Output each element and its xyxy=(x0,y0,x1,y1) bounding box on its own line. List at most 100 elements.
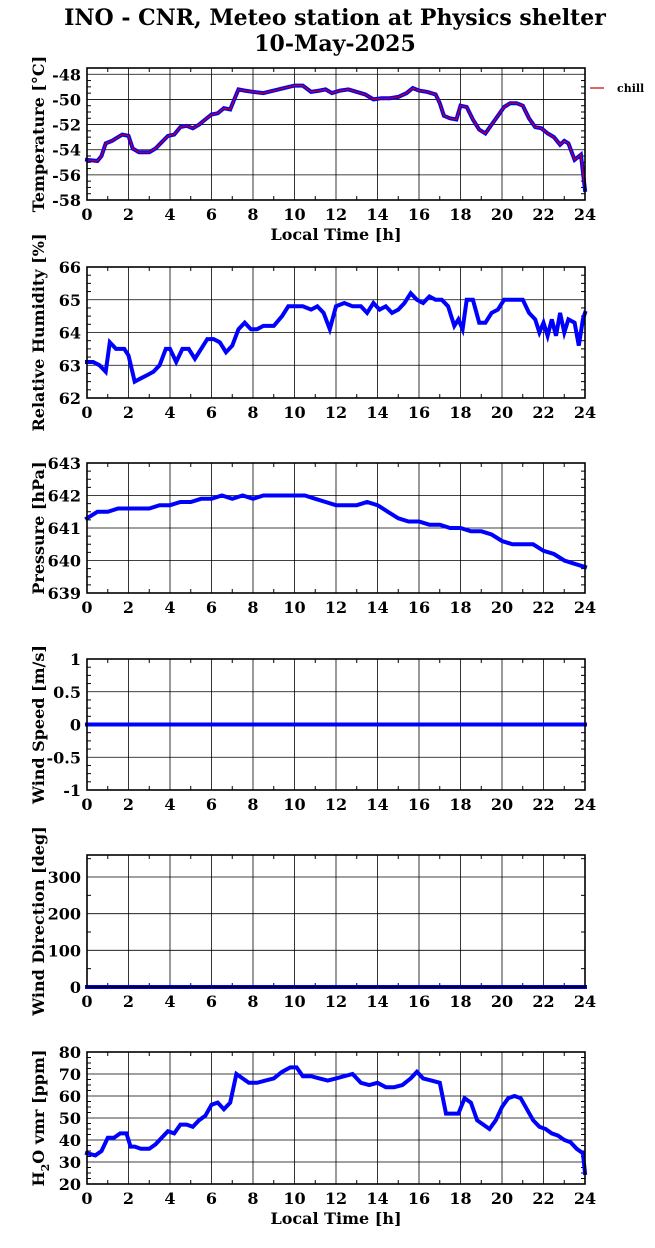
y-tick-label: 50 xyxy=(59,1109,81,1128)
x-tick-label: 22 xyxy=(532,403,554,422)
y-tick-label: 70 xyxy=(59,1065,81,1084)
x-tick-label: 0 xyxy=(81,795,92,814)
y-axis-label: Wind Direction [deg] xyxy=(29,826,48,1017)
chart-subtitle-date: 10-May-2025 xyxy=(254,31,416,57)
x-tick-label: 18 xyxy=(449,1189,471,1208)
x-tick-label: 6 xyxy=(206,205,217,224)
x-tick-label: 8 xyxy=(247,598,258,617)
y-tick-label: -58 xyxy=(52,191,81,210)
x-tick-label: 10 xyxy=(283,403,305,422)
panel-2 xyxy=(85,266,588,399)
x-tick-label: 6 xyxy=(206,598,217,617)
plot-frame xyxy=(86,462,586,594)
chart-title: INO - CNR, Meteo station at Physics shel… xyxy=(64,5,606,31)
y-axis-label: H2O vmr [ppm] xyxy=(29,1050,52,1187)
x-tick-label: 18 xyxy=(449,795,471,814)
y-tick-label: 66 xyxy=(59,258,81,277)
x-tick-label: 8 xyxy=(247,795,258,814)
y-tick-label: -56 xyxy=(52,166,81,185)
x-tick-label: 2 xyxy=(123,598,134,617)
x-tick-label: 4 xyxy=(164,992,175,1011)
x-tick-label: 6 xyxy=(206,992,217,1011)
x-tick-label: 6 xyxy=(206,1189,217,1208)
x-tick-label: 0 xyxy=(81,205,92,224)
x-tick-label: 22 xyxy=(532,598,554,617)
x-tick-label: 14 xyxy=(366,403,388,422)
x-tick-label: 8 xyxy=(247,1189,258,1208)
y-tick-label: 100 xyxy=(48,941,81,960)
x-tick-label: 10 xyxy=(283,795,305,814)
x-tick-label: 12 xyxy=(325,1189,347,1208)
series-line xyxy=(84,1065,588,1176)
y-tick-label: -0.5 xyxy=(47,748,81,767)
x-tick-label: 12 xyxy=(325,598,347,617)
y-axis-label: Wind Speed [m/s] xyxy=(29,645,48,805)
x-tick-label: 22 xyxy=(532,1189,554,1208)
series-line-chill xyxy=(86,85,586,191)
x-tick-label: 16 xyxy=(408,1189,430,1208)
x-tick-label: 22 xyxy=(532,992,554,1011)
x-tick-label: 12 xyxy=(325,992,347,1011)
x-tick-label: 4 xyxy=(164,1189,175,1208)
y-tick-label: 0 xyxy=(70,978,81,997)
x-tick-label: 18 xyxy=(449,403,471,422)
x-tick-label: 18 xyxy=(449,992,471,1011)
x-axis-label: Local Time [h] xyxy=(270,225,401,244)
y-tick-label: 642 xyxy=(48,487,81,506)
x-tick-label: 2 xyxy=(123,205,134,224)
y-tick-label: 65 xyxy=(59,291,81,310)
x-tick-label: 18 xyxy=(449,205,471,224)
x-tick-label: 0 xyxy=(81,403,92,422)
panel-6 xyxy=(84,1051,588,1185)
series-line xyxy=(84,493,588,570)
y-tick-label: 20 xyxy=(59,1175,81,1194)
y-tick-label: -1 xyxy=(63,781,81,800)
x-tick-label: 10 xyxy=(283,205,305,224)
y-tick-label: 639 xyxy=(48,584,81,603)
x-tick-label: 8 xyxy=(247,205,258,224)
x-tick-label: 0 xyxy=(81,1189,92,1208)
x-tick-label: 16 xyxy=(408,795,430,814)
x-tick-label: 14 xyxy=(366,598,388,617)
x-tick-label: 16 xyxy=(408,598,430,617)
y-tick-label: 62 xyxy=(59,389,81,408)
x-tick-label: 24 xyxy=(574,205,596,224)
x-tick-label: 20 xyxy=(491,992,513,1011)
plot-frame xyxy=(86,658,586,791)
x-tick-label: 2 xyxy=(123,992,134,1011)
x-tick-label: 14 xyxy=(366,205,388,224)
y-tick-label: -52 xyxy=(52,116,81,135)
plot-frame xyxy=(86,266,586,399)
x-tick-label: 24 xyxy=(574,598,596,617)
x-tick-label: 20 xyxy=(491,403,513,422)
x-tick-label: 12 xyxy=(325,403,347,422)
x-tick-label: 24 xyxy=(574,403,596,422)
y-axis-label: Relative Humidity [%] xyxy=(29,233,48,431)
y-tick-label: -50 xyxy=(52,90,81,109)
y-tick-label: -48 xyxy=(52,65,81,84)
y-tick-label: 63 xyxy=(59,356,81,375)
x-tick-label: 24 xyxy=(574,795,596,814)
x-tick-label: 20 xyxy=(491,598,513,617)
x-axis-label: Local Time [h] xyxy=(270,1209,401,1228)
x-tick-label: 22 xyxy=(532,795,554,814)
x-tick-label: 12 xyxy=(325,795,347,814)
x-tick-label: 20 xyxy=(491,205,513,224)
y-tick-label: 200 xyxy=(48,905,81,924)
plot-frame xyxy=(86,67,586,201)
x-tick-label: 8 xyxy=(247,992,258,1011)
panel-4 xyxy=(85,658,587,791)
x-tick-label: 14 xyxy=(366,992,388,1011)
panel-5 xyxy=(85,854,587,989)
y-axis-label: Temperature [°C] xyxy=(29,56,48,212)
x-tick-label: 4 xyxy=(164,795,175,814)
x-tick-label: 24 xyxy=(574,992,596,1011)
x-tick-label: 20 xyxy=(491,1189,513,1208)
x-tick-label: 4 xyxy=(164,403,175,422)
y-tick-label: 300 xyxy=(48,868,81,887)
x-tick-label: 10 xyxy=(283,1189,305,1208)
x-tick-label: 10 xyxy=(283,992,305,1011)
x-tick-label: 12 xyxy=(325,205,347,224)
x-tick-label: 16 xyxy=(408,992,430,1011)
